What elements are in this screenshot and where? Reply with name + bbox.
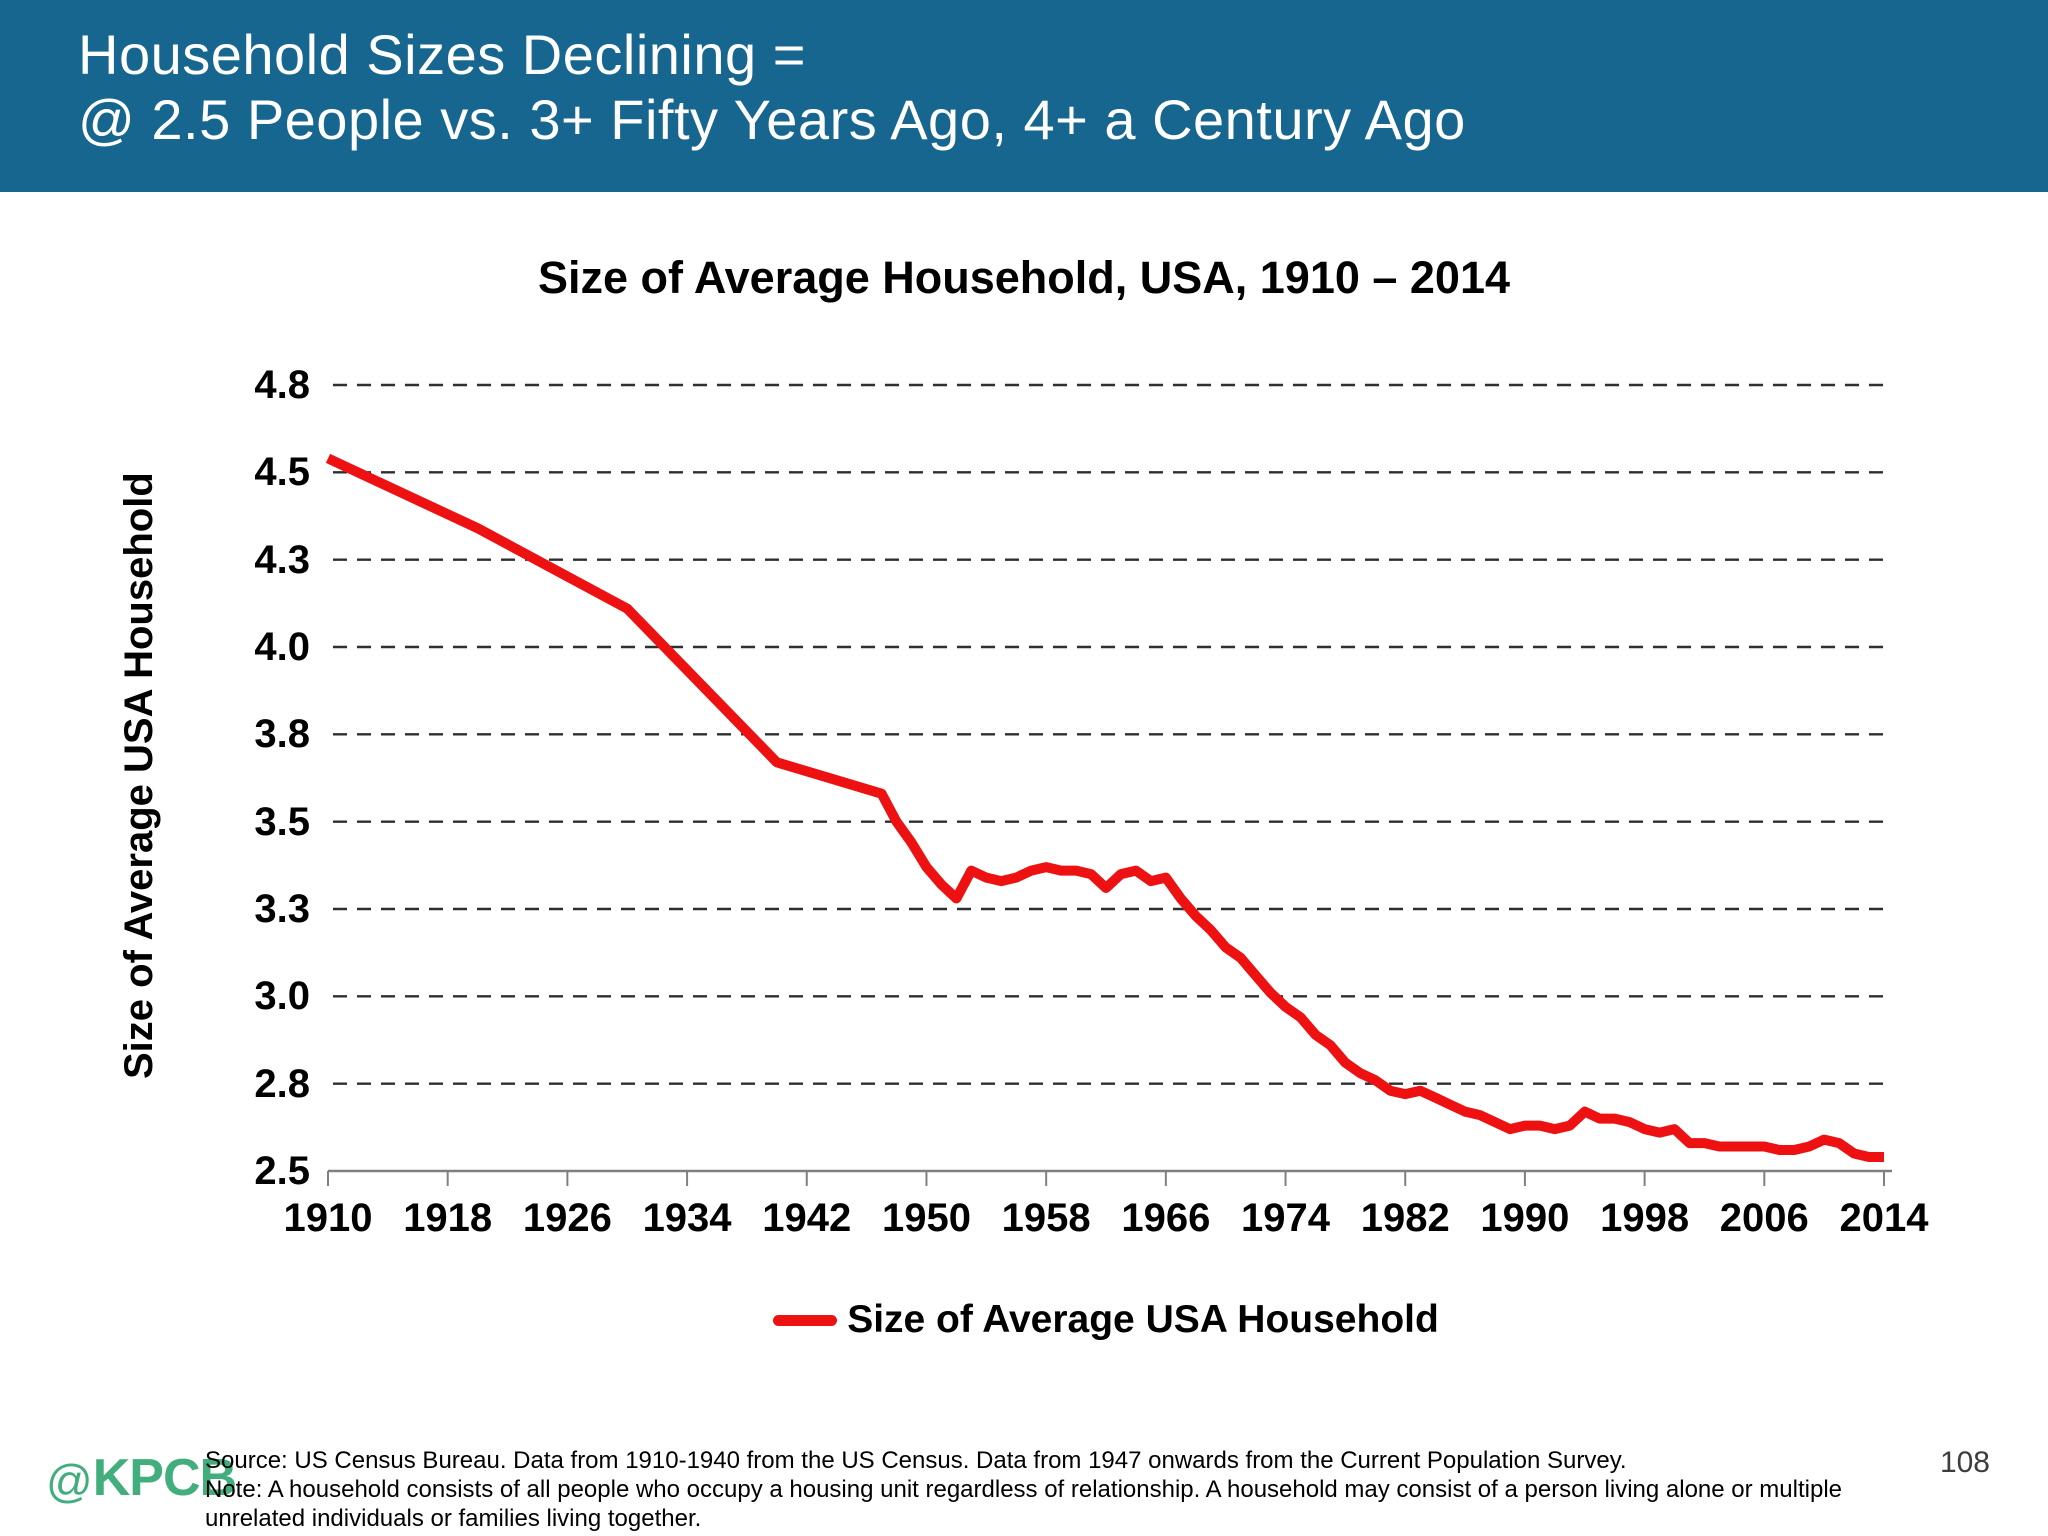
x-tick-label: 1998 xyxy=(1600,1196,1690,1240)
x-tick-label: 1926 xyxy=(522,1196,612,1240)
x-tick-label: 1918 xyxy=(403,1196,493,1240)
x-tick-label: 2014 xyxy=(1839,1196,1929,1240)
y-tick-label: 2.5 xyxy=(254,1149,310,1193)
header-banner: Household Sizes Declining = @ 2.5 People… xyxy=(0,0,2048,192)
source-note: Source: US Census Bureau. Data from 1910… xyxy=(205,1446,1925,1533)
header-title-line1: Household Sizes Declining = xyxy=(78,23,806,86)
data-line xyxy=(325,453,1884,1162)
kpcb-logo: @KPCB xyxy=(46,1448,237,1508)
x-tick-label: 1942 xyxy=(762,1196,852,1240)
x-tick-label: 1966 xyxy=(1121,1196,1211,1240)
x-tick-label: 1910 xyxy=(283,1196,373,1240)
x-tick-label: 1934 xyxy=(642,1196,732,1240)
x-tick-label: 1950 xyxy=(881,1196,971,1240)
legend-line-swatch xyxy=(773,1314,838,1326)
x-tick-label: 2006 xyxy=(1719,1196,1809,1240)
y-tick-label: 2.8 xyxy=(254,1061,310,1106)
page-number: 108 xyxy=(1939,1446,1990,1479)
y-tick-label: 4.3 xyxy=(254,537,310,582)
y-tick-label: 3.3 xyxy=(254,887,310,931)
x-tick-label: 1974 xyxy=(1241,1196,1331,1240)
y-tick-label: 4.5 xyxy=(254,450,310,495)
legend-label: Size of Average USA Household xyxy=(847,1298,1439,1341)
kpcb-logo-at: @ xyxy=(46,1455,93,1507)
x-tick-label: 1990 xyxy=(1480,1196,1570,1240)
x-tick-label: 1982 xyxy=(1360,1196,1450,1240)
y-tick-label: 4.8 xyxy=(254,363,310,407)
y-tick-label: 3.5 xyxy=(254,799,310,844)
chart-title: Size of Average Household, USA, 1910 – 2… xyxy=(537,252,1511,303)
y-tick-label: 4.0 xyxy=(254,625,310,669)
kpcb-logo-text: KPCB xyxy=(92,1449,237,1507)
header-title-line2: @ 2.5 People vs. 3+ Fifty Years Ago, 4+ … xyxy=(78,88,1466,151)
note-line: Note: A household consists of all people… xyxy=(205,1476,1843,1532)
source-line: Source: US Census Bureau. Data from 1910… xyxy=(205,1447,1627,1474)
chart-legend: Size of Average USA Household xyxy=(328,1298,1884,1342)
y-tick-label: 3.8 xyxy=(254,712,310,757)
y-tick-label: 3.0 xyxy=(254,974,310,1019)
x-tick-label: 1958 xyxy=(1001,1196,1091,1240)
